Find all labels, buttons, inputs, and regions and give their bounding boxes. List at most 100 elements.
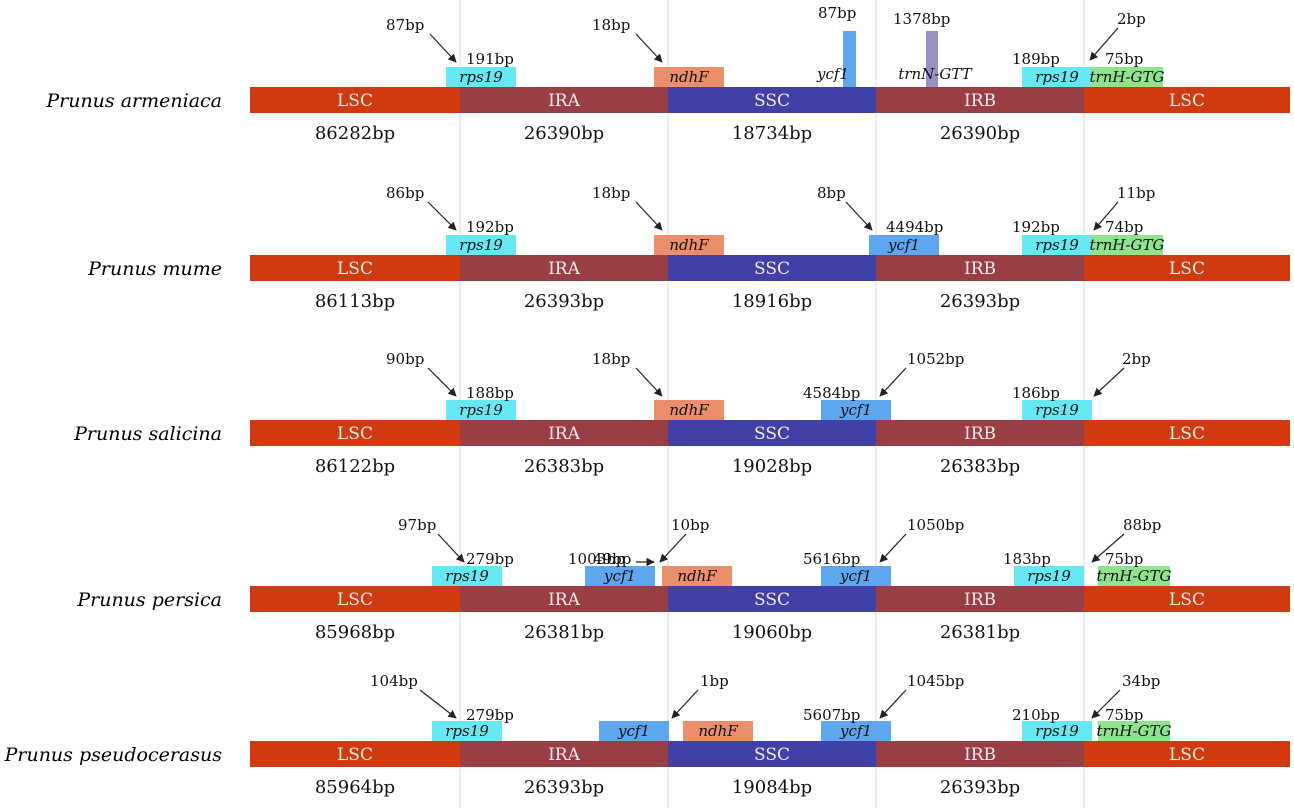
bp-annotation: 1378bp: [893, 10, 950, 28]
bp-annotation: 74bp: [1105, 218, 1143, 236]
gene-label: rps19: [445, 567, 489, 585]
bp-annotation: 5616bp: [803, 550, 860, 568]
segment-size: 19028bp: [732, 456, 812, 477]
gene-box-rps19: [1022, 235, 1092, 255]
segment-label: LSC: [337, 259, 373, 279]
segment-lsc: [1084, 586, 1290, 612]
bp-annotation: 192bp: [466, 218, 514, 236]
species-name: Prunus pseudocerasus: [4, 744, 223, 766]
gene-label: rps19: [459, 68, 503, 86]
segment-label: LSC: [1169, 259, 1205, 279]
bp-annotation: 104bp: [370, 672, 418, 690]
bp-annotation: 1045bp: [907, 672, 964, 690]
segment-label: IRA: [548, 424, 581, 444]
gene-box-ycf1: [843, 31, 856, 87]
segment-label: LSC: [1169, 590, 1205, 610]
gene-box-rps19: [446, 67, 516, 87]
bp-annotation: 11bp: [1117, 184, 1155, 202]
gene-label: rps19: [1035, 722, 1079, 740]
gene-box-ycf1: [821, 721, 891, 741]
bp-annotation: 75bp: [1105, 50, 1143, 68]
segment-irb: [876, 87, 1084, 113]
gene-box-trnh-gtg: [1091, 235, 1163, 255]
segment-lsc: [250, 87, 460, 113]
segment-ira: [460, 255, 668, 281]
gene-label: trnN-GTT: [898, 65, 972, 83]
gene-box-trnn-gtt: [926, 31, 938, 87]
bp-annotation: 2bp: [1122, 350, 1151, 368]
segment-ira: [460, 87, 668, 113]
bp-annotation: 188bp: [466, 384, 514, 402]
segment-ira: [460, 741, 668, 767]
segment-label: SSC: [754, 259, 790, 279]
bp-annotation: 1bp: [700, 672, 729, 690]
gene-box-rps19: [446, 235, 516, 255]
segment-ssc: [668, 255, 876, 281]
gene-label: rps19: [445, 722, 489, 740]
gene-box-ndhf: [654, 235, 724, 255]
segment-label: LSC: [337, 745, 373, 765]
segment-label: LSC: [1169, 424, 1205, 444]
segment-label: IRB: [964, 259, 996, 279]
gene-box-rps19: [1022, 400, 1092, 420]
bp-annotation: 86bp: [386, 184, 424, 202]
bp-annotation: 4584bp: [803, 384, 860, 402]
pointer-arrow: [635, 367, 663, 397]
gene-box-rps19: [1022, 721, 1092, 741]
segment-size: 26393bp: [940, 777, 1020, 798]
gene-box-ycf1: [869, 235, 939, 255]
segment-lsc: [1084, 420, 1290, 446]
segment-label: LSC: [1169, 745, 1205, 765]
bp-annotation: 279bp: [466, 550, 514, 568]
segment-label: IRB: [964, 745, 996, 765]
segment-lsc: [250, 741, 460, 767]
segment-irb: [876, 741, 1084, 767]
gene-label: ndhF: [669, 68, 709, 86]
pointer-arrow: [659, 533, 687, 563]
segment-label: SSC: [754, 590, 790, 610]
gene-label: rps19: [1035, 236, 1079, 254]
segment-label: IRA: [548, 259, 581, 279]
segment-label: LSC: [337, 424, 373, 444]
pointer-arrow: [845, 201, 873, 231]
bp-annotation: 18bp: [592, 184, 630, 202]
gene-label: rps19: [1035, 401, 1079, 419]
bp-annotation: 192bp: [1012, 218, 1060, 236]
gene-box-ndhf: [683, 721, 753, 741]
gene-box-ycf1: [821, 400, 891, 420]
segment-lsc: [1084, 87, 1290, 113]
pointer-arrow: [427, 367, 457, 397]
gene-label: ycf1: [617, 722, 650, 740]
segment-size: 26393bp: [524, 777, 604, 798]
segment-ira: [460, 586, 668, 612]
segment-size: 86122bp: [315, 456, 395, 477]
bp-annotation: 87bp: [386, 16, 424, 34]
segment-size: 18916bp: [732, 291, 812, 312]
gene-label: rps19: [1027, 567, 1071, 585]
bp-annotation: 34bp: [1122, 672, 1160, 690]
segment-size: 26393bp: [524, 291, 604, 312]
species-name: Prunus armeniaca: [45, 90, 222, 112]
segment-ssc: [668, 420, 876, 446]
gene-box-ndhf: [654, 400, 724, 420]
pointer-arrow: [437, 533, 465, 563]
gene-label: trnH-GTG: [1090, 236, 1165, 254]
segment-size: 18734bp: [732, 123, 812, 144]
segment-size: 85968bp: [315, 622, 395, 643]
segment-label: IRB: [964, 91, 996, 111]
gene-label: ycf1: [887, 236, 920, 254]
gene-box-ycf1: [585, 566, 655, 586]
segment-label: LSC: [1169, 91, 1205, 111]
segment-label: IRA: [548, 91, 581, 111]
gene-label: trnH-GTG: [1090, 68, 1165, 86]
pointer-arrow: [1093, 367, 1125, 397]
bp-annotation: 5607bp: [803, 706, 860, 724]
gene-label: ycf1: [603, 567, 636, 585]
gene-box-ycf1: [599, 721, 669, 741]
bp-annotation: 97bp: [398, 516, 436, 534]
gene-box-trnh-gtg: [1091, 67, 1163, 87]
gene-box-trnh-gtg: [1098, 721, 1170, 741]
segment-irb: [876, 586, 1084, 612]
segment-lsc: [250, 255, 460, 281]
